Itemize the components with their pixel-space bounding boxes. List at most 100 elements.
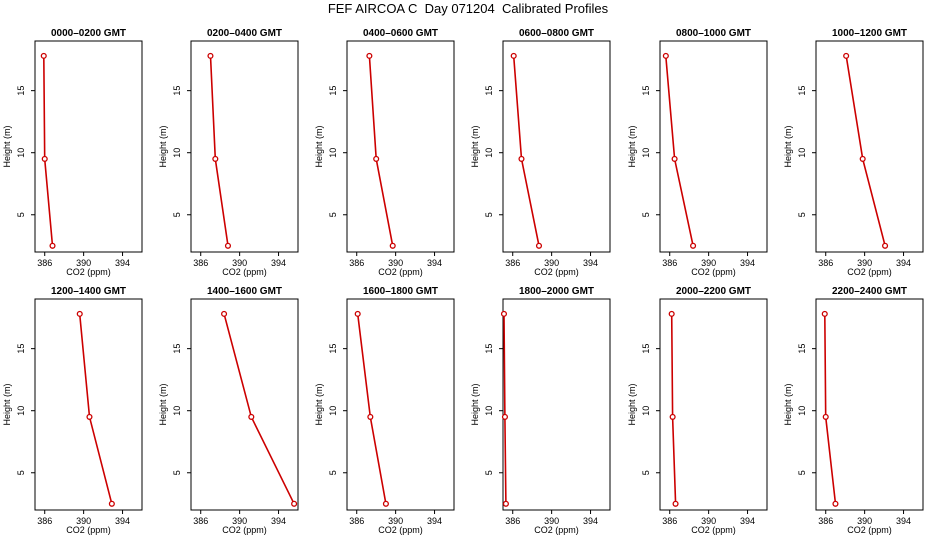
panel-3-point-1 [366,52,373,59]
panel-11-ytick-label-5: 5 [641,470,651,475]
panel-4-title: 0600–0800 GMT [519,28,594,39]
panel-2-ytick-label-10: 10 [172,148,182,158]
panel-5-ytick-label-10: 10 [641,148,651,158]
panel-8-xtick-label-390: 390 [232,516,247,526]
panel-12-ytick-label-10: 10 [797,406,807,416]
panel-10-frame [502,298,611,511]
panel-9-xtick-label-390: 390 [388,516,403,526]
panel-9-frame [346,298,455,511]
panel-9-ytick-label-15: 15 [328,344,338,354]
panel-5-frame [659,40,768,253]
panel-9-xtick-label-386: 386 [349,516,364,526]
panel-7-point-2 [86,413,93,420]
panel-3-xlabel: CO2 (ppm) [378,267,423,277]
panel-1-profile-line [43,55,54,246]
panel-10-point-3 [502,500,509,507]
panel-1-point-2 [41,155,48,162]
panel-1-ytick-label-10: 10 [16,148,26,158]
panel-1-ylabel: Height (m) [2,125,12,167]
panel-6-point-2 [859,155,866,162]
panel-4-frame [502,40,611,253]
panel-3-xtick-label-394: 394 [427,258,442,268]
panel-9-point-2 [367,413,374,420]
panel-12-xlabel: CO2 (ppm) [847,525,892,535]
panel-11-point-2 [669,413,676,420]
panel-7-title: 1200–1400 GMT [51,286,126,297]
panel-5-xlabel: CO2 (ppm) [691,267,736,277]
panel-10-ytick-label-5: 5 [484,470,494,475]
panel-1-xtick-label-386: 386 [37,258,52,268]
panel-7-frame [34,298,143,511]
panel-12-frame [815,298,924,511]
panel-8-point-1 [221,310,228,317]
panel-6-ylabel: Height (m) [783,125,793,167]
panel-11-xlabel: CO2 (ppm) [691,525,736,535]
panel-7-point-1 [76,310,83,317]
panel-10-profile-line [503,313,507,504]
panel-9-xlabel: CO2 (ppm) [378,525,423,535]
panel-11-ylabel: Height (m) [627,383,637,425]
panel-4-point-3 [535,242,543,249]
panel-11-xtick-label-386: 386 [662,516,677,526]
panel-12-profile-line [824,313,837,504]
panel-11-xtick-label-390: 390 [701,516,716,526]
panel-12-xtick-label-394: 394 [896,516,911,526]
panel-3-ytick-label-5: 5 [328,212,338,217]
panel-2-title: 0200–0400 GMT [207,28,282,39]
panel-8-xtick-label-394: 394 [271,516,286,526]
panel-8-ytick-label-10: 10 [172,406,182,416]
panel-7-xtick-label-386: 386 [37,516,52,526]
panel-10-xtick-label-390: 390 [544,516,559,526]
panel-12-ylabel: Height (m) [783,383,793,425]
panel-12-point-3 [832,500,839,507]
panel-4-xtick-label-394: 394 [583,258,598,268]
panel-7-xlabel: CO2 (ppm) [66,525,111,535]
panel-5-ytick-label-15: 15 [641,86,651,96]
panel-4-profile-line [512,55,540,246]
panel-8-title: 1400–1600 GMT [207,286,282,297]
panel-12-ytick-label-15: 15 [797,344,807,354]
panel-10-ytick-label-10: 10 [484,406,494,416]
panel-12-point-2 [822,413,829,420]
panel-2-xlabel: CO2 (ppm) [222,267,267,277]
panel-6-xlabel: CO2 (ppm) [847,267,892,277]
panel-6-ytick-label-15: 15 [797,86,807,96]
panel-11-point-3 [672,500,679,507]
panel-8-ytick-label-15: 15 [172,344,182,354]
panel-6-point-3 [882,242,889,249]
panel-5-point-3 [690,242,697,249]
panel-5-ytick-label-5: 5 [641,212,651,217]
panel-1-ytick-label-5: 5 [16,212,26,217]
panel-11-title: 2000–2200 GMT [676,286,751,297]
panel-7-ytick-label-10: 10 [16,406,26,416]
panel-2-point-3 [224,242,232,249]
panel-2-point-2 [212,155,219,162]
panel-8-point-3 [291,500,298,507]
panel-2-xtick-label-390: 390 [232,258,247,268]
panel-7-ylabel: Height (m) [2,383,12,425]
page-title: FEF AIRCOA C Day 071204 Calibrated Profi… [327,1,609,16]
panel-4-point-2 [518,155,525,162]
panel-2-profile-line [209,55,229,246]
panel-4-ytick-label-15: 15 [484,86,494,96]
panel-6-xtick-label-386: 386 [818,258,833,268]
panel-8-frame [190,298,299,511]
panel-1-xtick-label-390: 390 [76,258,91,268]
panel-6-ytick-label-10: 10 [797,148,807,158]
panel-1-ytick-label-15: 15 [16,86,26,96]
panel-2-ylabel: Height (m) [158,125,168,167]
panel-3-xtick-label-386: 386 [349,258,364,268]
panel-6-frame [815,40,924,253]
panel-6-profile-line [845,55,886,246]
panel-7-ytick-label-15: 15 [16,344,26,354]
panel-6-title: 1000–1200 GMT [832,28,907,39]
panel-9-ytick-label-5: 5 [328,470,338,475]
panel-12-point-1 [821,310,828,317]
panel-4-ytick-label-5: 5 [484,212,494,217]
panel-11-point-1 [668,310,675,317]
panel-10-xtick-label-386: 386 [505,516,520,526]
panel-10-title: 1800–2000 GMT [519,286,594,297]
panel-4-xtick-label-390: 390 [544,258,559,268]
panel-4-ylabel: Height (m) [470,125,480,167]
